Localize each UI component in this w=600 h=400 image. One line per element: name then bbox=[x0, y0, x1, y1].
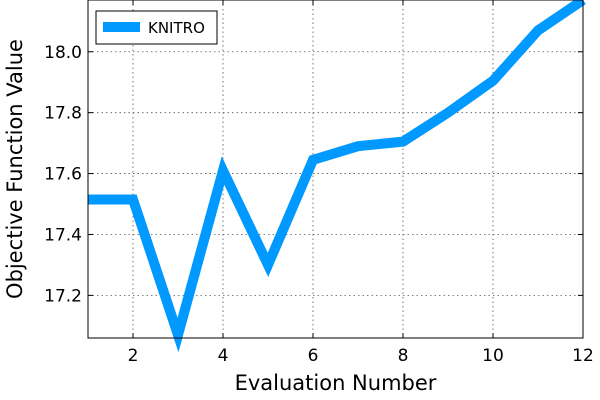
x-tick-label: 8 bbox=[398, 346, 409, 366]
x-tick-label: 12 bbox=[572, 346, 594, 366]
plot-frame bbox=[87, 0, 584, 339]
y-tick-label: 17.2 bbox=[44, 286, 82, 306]
y-tick-label: 17.4 bbox=[44, 225, 82, 245]
y-tick-label: 18.0 bbox=[44, 43, 82, 63]
legend-label-knitro: KNITRO bbox=[148, 19, 205, 37]
y-axis-label: Objective Function Value bbox=[3, 39, 27, 299]
grid-lines bbox=[88, 0, 584, 338]
x-tick-label: 10 bbox=[482, 346, 504, 366]
legend: KNITRO bbox=[95, 10, 218, 45]
x-tick-label: 6 bbox=[308, 346, 319, 366]
y-tick-label: 17.6 bbox=[44, 165, 82, 185]
axis-ticks: 2 4 6 8 10 12 17.2 17.4 17.6 17.8 18.0 bbox=[44, 0, 594, 366]
series-line-knitro bbox=[88, 0, 586, 353]
x-axis-label: Evaluation Number bbox=[235, 371, 437, 395]
y-tick-label: 17.8 bbox=[44, 104, 82, 124]
series-layer bbox=[88, 0, 586, 353]
x-tick-label: 2 bbox=[128, 346, 139, 366]
x-tick-label: 4 bbox=[218, 346, 229, 366]
